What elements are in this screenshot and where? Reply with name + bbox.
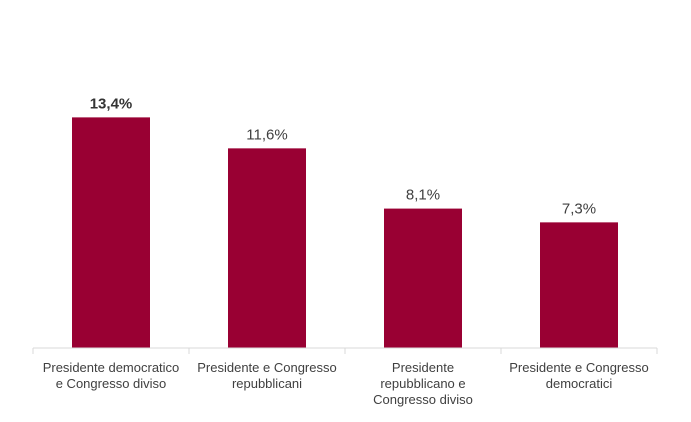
bar bbox=[384, 208, 462, 348]
x-tick-label: Presidente e Congresso democratici bbox=[509, 360, 648, 391]
labels-layer: 13,4% Presidente democratico e Congresso d… bbox=[43, 95, 649, 407]
data-label: 11,6% bbox=[246, 126, 287, 143]
bar bbox=[540, 222, 618, 348]
x-tick-label: Presidente democratico e Congresso diviso bbox=[43, 360, 180, 391]
bars-layer bbox=[72, 117, 618, 349]
bar bbox=[72, 117, 150, 349]
x-tick-label: Presidente e Congresso repubblicani bbox=[197, 360, 336, 391]
data-label: 8,1% bbox=[406, 187, 440, 204]
data-label: 13,4% bbox=[90, 95, 133, 112]
x-axis bbox=[32, 347, 658, 354]
x-tick-label: Presidente repubblicano e Congresso diviso bbox=[373, 360, 473, 407]
data-label: 7,3% bbox=[562, 200, 596, 217]
bar bbox=[228, 148, 306, 348]
